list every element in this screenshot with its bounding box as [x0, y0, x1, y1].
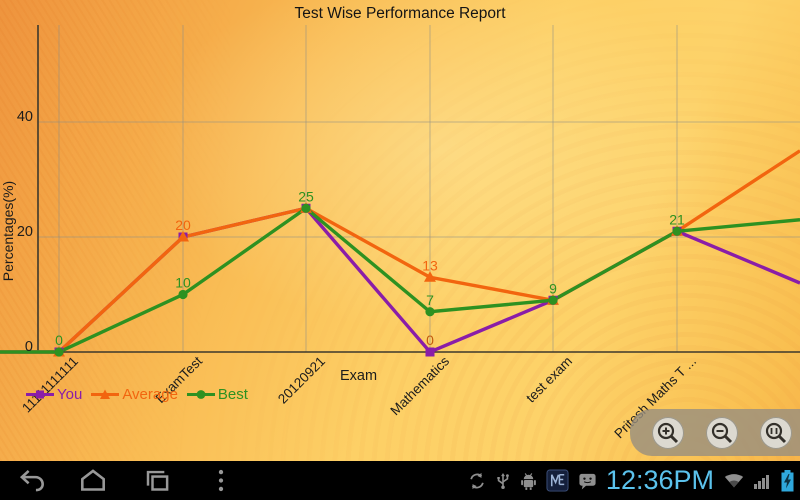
marker-circle-best: [178, 289, 188, 300]
zoom-in-magnifier-icon: [657, 422, 679, 443]
series-line-average: [0, 149, 800, 354]
status-clock: 12:36PM: [605, 465, 714, 495]
legend-label: Average: [122, 386, 178, 403]
zoom-fit-magnifier-icon: [765, 422, 787, 443]
marker-triangle-average: [177, 231, 189, 242]
x-category-label: Mathematics: [387, 353, 452, 418]
chart-legend: You Average Best: [26, 386, 248, 403]
sms-chat-icon: [579, 473, 596, 490]
point-value-label: 9: [549, 280, 557, 296]
app-notification-icon: [546, 469, 569, 492]
y-axis-title: Percentages(%): [0, 180, 16, 282]
point-value-label: 25: [298, 188, 314, 204]
menu-overflow-icon: [218, 469, 224, 492]
signal-bars-icon: [754, 474, 769, 489]
legend-item-average: Average: [91, 386, 178, 403]
home-icon: [81, 469, 105, 491]
y-tick-label: 20: [17, 224, 33, 240]
point-value-label: 10: [175, 275, 191, 291]
chart-title: Test Wise Performance Report: [294, 5, 506, 22]
legend-label: Best: [217, 386, 248, 403]
legend-label: You: [57, 386, 83, 403]
zoom-fit-button[interactable]: [760, 416, 792, 449]
point-value-label: 21: [669, 211, 685, 227]
zoom-out-magnifier-icon: [711, 422, 733, 443]
point-value-label: 0: [426, 332, 434, 348]
marker-circle-best: [672, 226, 682, 236]
android-debug-icon: [521, 472, 536, 490]
marker-circle-best: [425, 307, 435, 317]
sync-icon: [470, 472, 484, 489]
wifi-icon: [724, 473, 744, 487]
back-button[interactable]: [17, 467, 47, 494]
series-line-best: [0, 206, 800, 354]
point-value-label: 20: [175, 217, 191, 233]
marker-circle-best: [548, 295, 558, 305]
usb-icon: [497, 472, 509, 489]
zoom-controls-panel: [630, 409, 800, 456]
menu-overflow-button[interactable]: [206, 467, 236, 494]
legend-item-best: Best: [186, 386, 248, 403]
back-icon: [19, 469, 44, 492]
legend-triangle-icon: [91, 389, 120, 399]
x-category-label: 20120921: [275, 354, 328, 407]
recents-icon: [146, 470, 169, 491]
y-tick-label: 0: [25, 339, 33, 355]
legend-circle-icon: [186, 390, 215, 399]
marker-circle-best: [301, 203, 311, 213]
home-button[interactable]: [78, 467, 108, 494]
zoom-out-button[interactable]: [706, 416, 738, 449]
x-category-label: 11111111111: [19, 354, 81, 416]
marker-triangle-average: [424, 271, 436, 282]
marker-circle-best: [54, 347, 64, 357]
x-category-label: test exam: [523, 354, 575, 406]
legend-square-icon: [26, 390, 54, 399]
status-and-clock-area[interactable]: 12:36PM: [468, 461, 794, 500]
system-navigation-bar: 12:36PM: [0, 461, 800, 500]
recents-button[interactable]: [142, 467, 172, 494]
legend-item-you: You: [26, 386, 82, 403]
x-axis-title: Exam: [340, 368, 378, 384]
marker-square-you: [425, 347, 435, 357]
point-value-label: 13: [422, 257, 438, 273]
zoom-in-button[interactable]: [652, 416, 684, 449]
battery-charging-icon: [781, 469, 794, 491]
point-value-label: 0: [55, 332, 63, 348]
y-tick-label: 40: [17, 109, 33, 125]
point-value-label: 7: [426, 292, 434, 308]
